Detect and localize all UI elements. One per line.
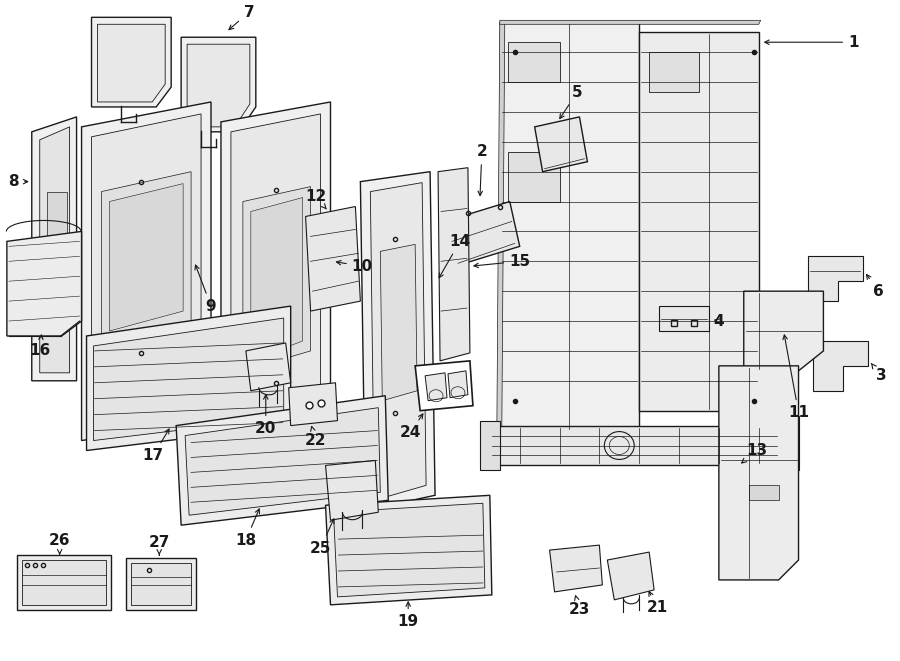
Polygon shape xyxy=(251,198,302,361)
Polygon shape xyxy=(535,117,588,172)
Polygon shape xyxy=(110,184,183,331)
Polygon shape xyxy=(97,24,166,102)
Polygon shape xyxy=(659,306,709,331)
Polygon shape xyxy=(94,318,284,440)
Polygon shape xyxy=(185,408,381,515)
Polygon shape xyxy=(289,383,338,426)
Polygon shape xyxy=(32,117,76,381)
Polygon shape xyxy=(102,172,191,341)
Text: 17: 17 xyxy=(143,429,169,463)
Text: 5: 5 xyxy=(560,85,583,118)
Polygon shape xyxy=(187,44,250,127)
Text: 10: 10 xyxy=(337,258,373,274)
Polygon shape xyxy=(649,52,699,92)
Text: 14: 14 xyxy=(439,234,471,278)
Text: 22: 22 xyxy=(305,426,327,448)
Text: 16: 16 xyxy=(29,335,50,358)
Polygon shape xyxy=(743,291,824,371)
Text: 23: 23 xyxy=(569,596,590,617)
Polygon shape xyxy=(334,503,485,597)
Polygon shape xyxy=(508,42,560,82)
Text: 15: 15 xyxy=(474,254,530,269)
Polygon shape xyxy=(381,245,417,401)
Polygon shape xyxy=(415,361,473,410)
Text: 7: 7 xyxy=(229,5,254,30)
Text: 11: 11 xyxy=(783,335,809,420)
Polygon shape xyxy=(490,426,778,465)
Polygon shape xyxy=(480,420,500,471)
Polygon shape xyxy=(719,366,798,580)
Text: 1: 1 xyxy=(765,35,859,50)
Polygon shape xyxy=(221,102,330,475)
Polygon shape xyxy=(360,172,435,510)
Polygon shape xyxy=(749,485,778,500)
Polygon shape xyxy=(181,37,256,132)
Polygon shape xyxy=(7,231,82,336)
Polygon shape xyxy=(246,343,291,391)
Polygon shape xyxy=(306,206,360,311)
Polygon shape xyxy=(500,22,639,430)
Text: 20: 20 xyxy=(255,395,276,436)
Polygon shape xyxy=(639,32,759,410)
Polygon shape xyxy=(508,152,560,202)
Polygon shape xyxy=(243,186,310,371)
Text: 2: 2 xyxy=(476,144,487,196)
Polygon shape xyxy=(82,102,211,440)
Text: 18: 18 xyxy=(235,509,259,547)
Text: 9: 9 xyxy=(195,265,216,313)
Polygon shape xyxy=(126,558,196,610)
Polygon shape xyxy=(131,563,191,605)
Polygon shape xyxy=(22,560,106,605)
Text: 13: 13 xyxy=(742,443,768,463)
Text: 6: 6 xyxy=(867,274,884,299)
Polygon shape xyxy=(550,545,602,592)
Polygon shape xyxy=(500,20,760,24)
Polygon shape xyxy=(40,127,69,373)
Text: 21: 21 xyxy=(646,592,668,615)
Polygon shape xyxy=(92,17,171,107)
Text: 8: 8 xyxy=(8,174,28,189)
Polygon shape xyxy=(497,22,505,432)
Polygon shape xyxy=(448,371,468,398)
Polygon shape xyxy=(17,555,112,610)
Text: 3: 3 xyxy=(871,364,886,383)
Text: 26: 26 xyxy=(49,533,70,554)
Polygon shape xyxy=(425,373,447,401)
Polygon shape xyxy=(808,256,863,301)
Text: 25: 25 xyxy=(310,519,334,556)
Polygon shape xyxy=(438,168,470,361)
Polygon shape xyxy=(326,461,378,520)
Text: 19: 19 xyxy=(398,602,418,629)
Polygon shape xyxy=(231,114,320,465)
Text: 12: 12 xyxy=(305,189,327,209)
Polygon shape xyxy=(176,396,388,525)
Text: 4: 4 xyxy=(714,313,724,329)
Polygon shape xyxy=(445,202,519,266)
Polygon shape xyxy=(769,416,798,471)
Polygon shape xyxy=(92,114,201,428)
Polygon shape xyxy=(47,192,67,281)
Polygon shape xyxy=(326,495,491,605)
Polygon shape xyxy=(814,341,868,391)
Polygon shape xyxy=(86,306,291,451)
Text: 27: 27 xyxy=(148,535,170,555)
Polygon shape xyxy=(608,552,654,600)
Text: 24: 24 xyxy=(400,414,423,440)
Polygon shape xyxy=(370,182,426,500)
